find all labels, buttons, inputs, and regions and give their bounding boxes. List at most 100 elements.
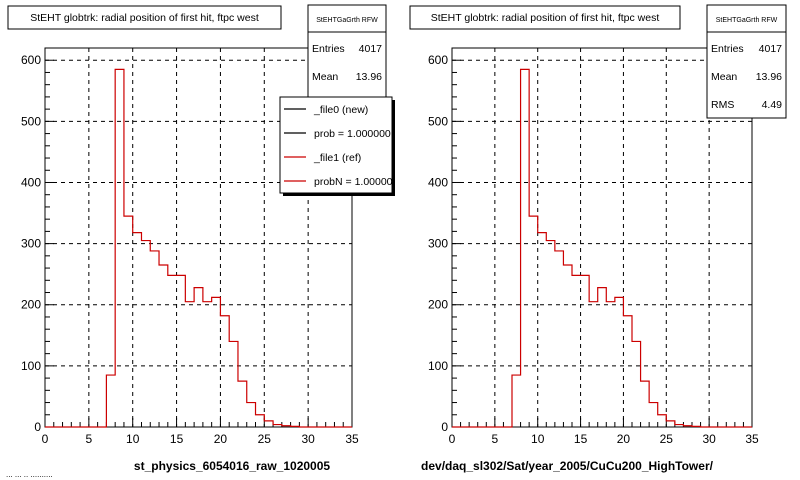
histogram-bin [649, 403, 658, 427]
stats-value: 4.49 [762, 99, 783, 111]
histogram-bin [273, 425, 282, 427]
legend-label: probN = 1.000000 [314, 176, 399, 188]
x-tick-label: 35 [345, 432, 359, 446]
stats-box [307, 4, 387, 112]
y-tick-label: 200 [428, 298, 448, 312]
x-tick-label: 25 [660, 432, 674, 446]
histogram-bin [538, 233, 547, 427]
histogram-bin [256, 415, 265, 427]
stats-label: RMS [711, 99, 734, 111]
histogram-bin [124, 216, 133, 427]
footer-text: ... ... .. .......... [6, 470, 53, 479]
histogram-bin [238, 381, 247, 427]
histogram-bin [623, 316, 632, 427]
stats-box [706, 4, 787, 119]
histogram-series-1 [45, 68, 352, 428]
histogram-series-1 [452, 68, 752, 428]
y-tick-label: 100 [428, 359, 448, 373]
histogram-bin [106, 375, 115, 427]
histogram-bin [606, 302, 615, 427]
histogram-bin [220, 316, 229, 427]
x-tick-label: 15 [574, 432, 588, 446]
stats-label: Entries [312, 43, 345, 55]
legend-label: _file1 (ref) [313, 152, 361, 164]
title-box [7, 5, 282, 30]
histogram-bin [675, 425, 684, 427]
x-tick-label: 5 [492, 432, 499, 446]
histogram-bin [203, 302, 212, 427]
histogram-bin [159, 265, 168, 427]
x-tick-label: 0 [42, 432, 49, 446]
y-tick-label: 0 [441, 420, 448, 434]
stats-value: 4017 [759, 43, 783, 55]
chart-panel-1: 0 5 10 15 20 25 30 35 0 100 200 300 400 500 600 StEHT g… [7, 4, 399, 473]
histogram-bin [692, 426, 701, 427]
histogram-bin [529, 216, 538, 427]
chart-panel-2: 0 5 10 15 20 25 30 35 0 100 200 300 400 500 600 StEHT g… [409, 4, 787, 473]
x-tick-label: 15 [170, 432, 184, 446]
histogram-bin [512, 375, 521, 427]
y-tick-label: 300 [428, 237, 448, 251]
histogram-bin [581, 275, 590, 427]
histogram-bin [683, 426, 692, 427]
histogram-bin [229, 341, 238, 427]
stats-label: Mean [711, 71, 737, 83]
histogram-bin [546, 241, 555, 427]
x-axis-label: dev/daq_sl302/Sat/year_2005/CuCu200_High… [421, 459, 714, 473]
x-axis-label: st_physics_6054016_raw_1020005 [134, 459, 330, 473]
stats-label: Entries [711, 43, 744, 55]
legend-box [279, 96, 393, 194]
y-tick-label: 600 [428, 53, 448, 67]
legend-label: prob = 1.000000 [314, 128, 391, 140]
histogram-bin [247, 403, 256, 427]
y-tick-label: 600 [21, 53, 41, 67]
histogram-bin [150, 251, 159, 427]
x-tick-label: 30 [702, 432, 716, 446]
y-tick-label: 0 [34, 420, 41, 434]
histogram-bin [521, 69, 530, 427]
y-tick-label: 500 [21, 114, 41, 128]
histogram-bin [563, 265, 572, 427]
y-tick-label: 500 [428, 114, 448, 128]
histogram-bin [115, 69, 124, 427]
y-tick-label: 200 [21, 298, 41, 312]
histogram-bin [632, 341, 641, 427]
histogram-bin [666, 421, 675, 427]
legend: _file0 (new) prob = 1.000000 _file1 (ref) p… [279, 96, 399, 196]
histogram-bin [291, 426, 300, 427]
y-tick-label: 400 [21, 175, 41, 189]
x-tick-label: 25 [258, 432, 272, 446]
x-tick-label: 35 [745, 432, 759, 446]
stats-label: Mean [312, 71, 338, 83]
histogram-bin [589, 302, 598, 427]
histogram-bin [177, 275, 186, 427]
x-tick-label: 10 [126, 432, 140, 446]
chart-title: StEHT globtrk: radial position of first … [30, 12, 259, 24]
histogram-bin [133, 233, 142, 427]
stats-value: 4017 [359, 43, 383, 55]
histogram-bin [185, 302, 194, 427]
x-tick-label: 30 [301, 432, 315, 446]
chart-title: StEHT globtrk: radial position of first … [431, 12, 660, 24]
x-tick-label: 10 [531, 432, 545, 446]
histogram-bin [264, 421, 273, 427]
histogram-bin [555, 251, 564, 427]
x-tick-label: 5 [86, 432, 93, 446]
stats-title: StEHTGaGrth RFW [716, 17, 778, 24]
stats-title: StEHTGaGrth RFW [316, 17, 378, 24]
histogram-bin [168, 275, 177, 427]
x-tick-label: 20 [617, 432, 631, 446]
histogram-bin [212, 297, 221, 427]
stats-value: 13.96 [756, 71, 782, 83]
histogram-bin [658, 415, 667, 427]
histogram-bin [598, 288, 607, 427]
histogram-bin [194, 288, 203, 427]
title-box [409, 5, 681, 30]
histogram-bin [615, 297, 624, 427]
x-tick-label: 20 [214, 432, 228, 446]
plot-frame [451, 47, 753, 428]
y-tick-label: 100 [21, 359, 41, 373]
histogram-bin [641, 381, 650, 427]
histogram-bin [141, 241, 150, 427]
